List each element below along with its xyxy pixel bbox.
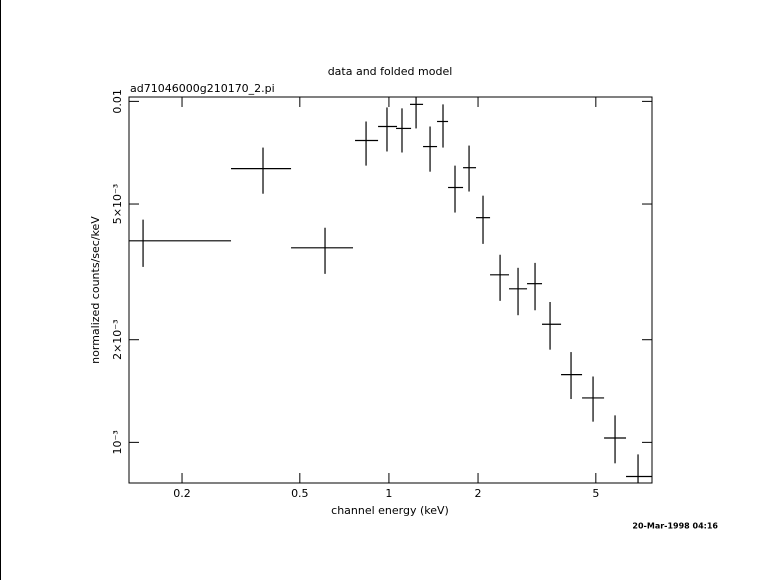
- x-tick-label: 0.2: [173, 487, 191, 500]
- chart-title: data and folded model: [328, 65, 453, 78]
- y-tick-label: 0.01: [111, 89, 124, 114]
- y-tick-label: 5×10⁻³: [111, 184, 124, 224]
- x-tick-label: 5: [592, 487, 599, 500]
- data-layer: [129, 97, 652, 483]
- y-tick-label: 10⁻³: [111, 430, 124, 454]
- file-name: ad71046000g210170_2.pi: [130, 82, 275, 95]
- x-axis-label: channel energy (keV): [331, 504, 449, 517]
- y-axis-label: normalized counts/sec/keV: [89, 216, 102, 364]
- x-tick-label: 1: [385, 487, 392, 500]
- plot-frame: [128, 96, 653, 484]
- timestamp: 20-Mar-1998 04:16: [632, 522, 718, 531]
- x-tick-label: 2: [475, 487, 482, 500]
- y-tick-label: 2×10⁻³: [111, 319, 124, 359]
- x-tick-label: 0.5: [291, 487, 309, 500]
